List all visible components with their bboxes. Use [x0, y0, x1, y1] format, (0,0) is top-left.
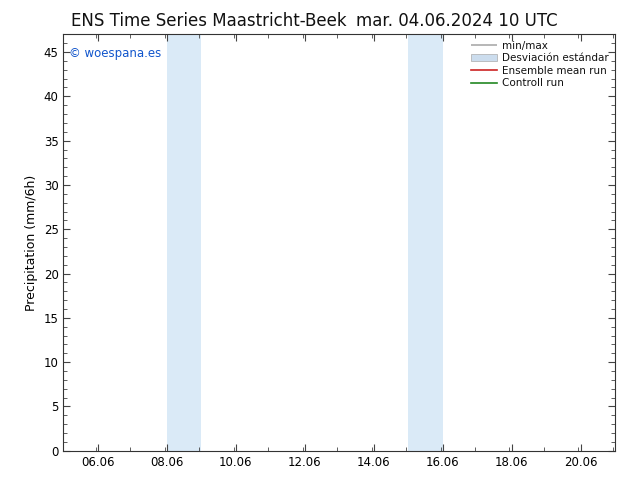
Bar — [167, 34, 202, 451]
Y-axis label: Precipitation (mm/6h): Precipitation (mm/6h) — [25, 174, 38, 311]
Text: ENS Time Series Maastricht-Beek: ENS Time Series Maastricht-Beek — [72, 12, 347, 30]
Text: © woespana.es: © woespana.es — [69, 47, 161, 60]
Text: mar. 04.06.2024 10 UTC: mar. 04.06.2024 10 UTC — [356, 12, 557, 30]
Legend: min/max, Desviación estándar, Ensemble mean run, Controll run: min/max, Desviación estándar, Ensemble m… — [468, 37, 612, 92]
Bar — [408, 34, 443, 451]
